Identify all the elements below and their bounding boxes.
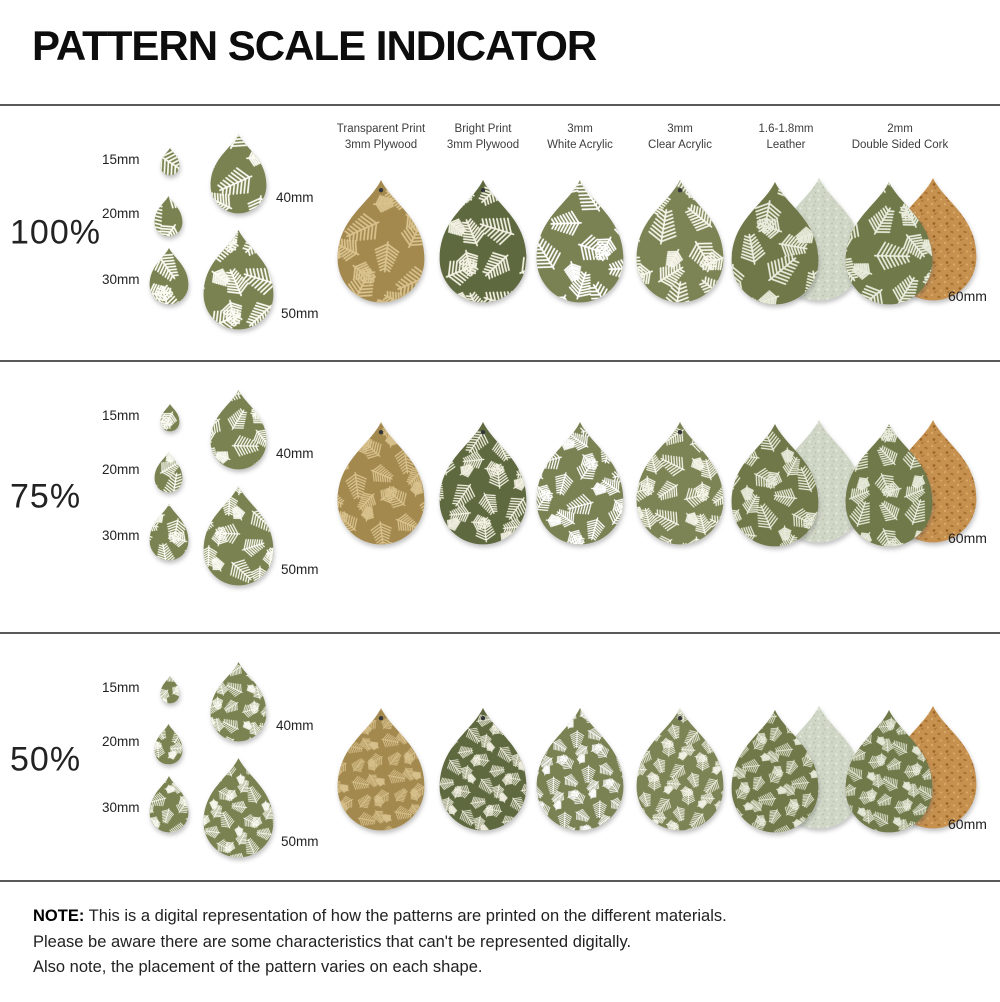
teardrop-40mm-reference [210,130,267,219]
note-line-1: This is a digital representation of how … [88,907,727,925]
material-header-line2: 3mm Plywood [344,138,418,151]
scale-row-100pct: 100% Transparent Print 3mm Plywood Bright P… [0,104,1000,360]
size-label-50mm: 50mm [281,562,319,577]
teardrop-60mm-material-1 [337,704,425,836]
material-header: 3mm White Acrylic [500,122,660,153]
material-header-line2: White Acrylic [547,138,613,151]
teardrop-60mm-material-4 [636,418,724,550]
scale-percent-label: 50% [10,740,82,779]
note-line-2: Please be aware there are some character… [33,932,632,951]
size-label-15mm: 15mm [102,680,140,695]
size-label-15mm: 15mm [102,408,140,423]
max-size-label: 60mm [948,288,987,304]
note-text: NOTE: This is a digital representation o… [33,904,1000,981]
note-line-3: Also note, the placement of the pattern … [33,958,483,977]
teardrop-15mm-reference [160,400,180,437]
size-label-20mm: 20mm [102,462,140,477]
teardrop-60mm-material-2 [439,176,527,308]
max-size-label: 60mm [948,816,987,832]
teardrop-60mm-material-2 [439,418,527,550]
material-header-line2: 3mm Plywood [446,138,520,151]
teardrop-50mm-reference [203,482,274,591]
size-label-30mm: 30mm [102,800,140,815]
material-header-line1: 3mm [667,123,693,135]
material-header-line2: Clear Acrylic [648,138,712,151]
page-title: PATTERN SCALE INDICATOR [32,22,597,69]
material-header-line2: Double Sided Cork [851,138,949,151]
size-label-40mm: 40mm [276,446,314,461]
teardrop-60mm-material-1 [337,176,425,308]
size-label-30mm: 30mm [102,272,140,287]
size-label-50mm: 50mm [281,834,319,849]
teardrop-60mm-material-4 [636,176,724,308]
material-header-line1: Transparent Print [336,123,426,135]
teardrop-60mm-cork [845,176,977,308]
teardrop-60mm-suede [731,418,863,550]
teardrop-60mm-cork [845,704,977,836]
size-label-40mm: 40mm [276,190,314,205]
teardrop-30mm-reference [149,244,189,310]
material-header: 3mm Clear Acrylic [600,122,760,153]
material-header-line1: Bright Print [454,123,512,135]
teardrop-60mm-material-1 [337,418,425,550]
material-header-line1: 3mm [567,123,593,135]
material-header-line2: Leather [766,138,806,151]
scale-percent-label: 100% [10,213,101,252]
teardrop-30mm-reference [149,500,189,566]
teardrop-60mm-suede [731,704,863,836]
teardrop-20mm-reference [154,720,183,770]
scale-row-50pct: 50% 15mm 20mm 30mm 40mm 50mm 60mm [0,632,1000,886]
teardrop-30mm-reference [149,772,189,838]
teardrop-60mm-material-4 [636,704,724,836]
material-header-line1: 2mm [887,123,913,135]
scale-percent-label: 75% [10,477,82,516]
teardrop-60mm-material-3 [536,418,624,550]
material-header: Bright Print 3mm Plywood [403,122,563,153]
teardrop-15mm-reference [160,672,180,709]
max-size-label: 60mm [948,530,987,546]
teardrop-20mm-reference [154,192,183,242]
teardrop-15mm-reference [160,144,180,181]
material-header: 2mm Double Sided Cork [820,122,980,153]
teardrop-60mm-cork [845,418,977,550]
teardrop-60mm-material-3 [536,176,624,308]
scale-row-75pct: 75% 15mm 20mm 30mm 40mm 50mm 60mm [0,360,1000,632]
material-header-line1: 1.6-1.8mm [758,123,814,135]
material-header: Transparent Print 3mm Plywood [301,122,461,153]
teardrop-60mm-suede [731,176,863,308]
teardrop-50mm-reference [203,226,274,335]
teardrop-60mm-material-3 [536,704,624,836]
footer: NOTE: This is a digital representation o… [0,880,1000,1002]
size-label-30mm: 30mm [102,528,140,543]
size-label-20mm: 20mm [102,206,140,221]
material-header: 1.6-1.8mm Leather [706,122,866,153]
size-label-20mm: 20mm [102,734,140,749]
teardrop-50mm-reference [203,754,274,863]
teardrop-40mm-reference [210,386,267,475]
size-label-15mm: 15mm [102,152,140,167]
scale-rows-container: 100% Transparent Print 3mm Plywood Bright P… [0,104,1000,886]
note-label: NOTE: [33,907,85,925]
size-label-50mm: 50mm [281,306,319,321]
teardrop-40mm-reference [210,658,267,747]
teardrop-20mm-reference [154,448,183,498]
teardrop-60mm-material-2 [439,704,527,836]
size-label-40mm: 40mm [276,718,314,733]
